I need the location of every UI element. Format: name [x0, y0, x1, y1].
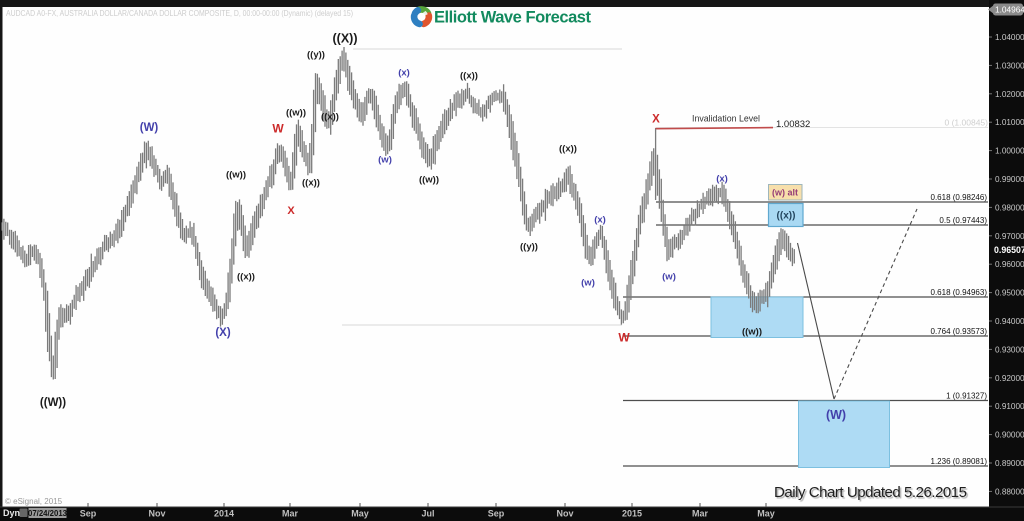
- svg-text:Jul: Jul: [421, 509, 434, 519]
- svg-text:1.04964: 1.04964: [995, 5, 1024, 15]
- svg-text:0.91000: 0.91000: [995, 402, 1024, 411]
- svg-text:© eSignal, 2015: © eSignal, 2015: [5, 497, 63, 506]
- svg-text:Nov: Nov: [556, 509, 573, 519]
- svg-text:1.00000: 1.00000: [995, 147, 1024, 156]
- svg-text:X: X: [287, 205, 295, 217]
- svg-text:((x)): ((x)): [302, 177, 320, 188]
- svg-text:X: X: [652, 114, 660, 126]
- svg-text:0.96000: 0.96000: [995, 260, 1024, 269]
- svg-text:W: W: [618, 330, 630, 344]
- svg-text:Sep: Sep: [488, 509, 505, 519]
- svg-text:1.04000: 1.04000: [995, 33, 1024, 42]
- svg-text:(W): (W): [826, 408, 846, 422]
- svg-text:(w): (w): [662, 271, 676, 282]
- svg-text:1.03000: 1.03000: [995, 61, 1024, 70]
- svg-text:(x): (x): [398, 67, 410, 78]
- svg-text:(w) alt: (w) alt: [772, 188, 798, 198]
- svg-text:2015: 2015: [622, 509, 642, 519]
- svg-text:0.97000: 0.97000: [995, 232, 1024, 241]
- svg-text:((x)): ((x)): [321, 111, 339, 122]
- svg-text:0.98000: 0.98000: [995, 203, 1024, 212]
- svg-text:(w): (w): [378, 154, 392, 165]
- svg-text:1.01000: 1.01000: [995, 118, 1024, 127]
- svg-text:(X): (X): [215, 327, 231, 339]
- svg-text:W: W: [272, 121, 284, 135]
- svg-text:0.90000: 0.90000: [995, 431, 1024, 440]
- svg-text:((W)): ((W)): [40, 397, 66, 409]
- svg-text:0.96507: 0.96507: [994, 245, 1024, 255]
- svg-text:Daily Chart Updated 5.26.2015: Daily Chart Updated 5.26.2015: [774, 484, 967, 501]
- svg-text:(w): (w): [581, 277, 595, 288]
- svg-text:Mar: Mar: [282, 509, 299, 519]
- svg-text:(x): (x): [594, 214, 606, 225]
- svg-text:0.92000: 0.92000: [995, 374, 1024, 383]
- svg-text:1.00832: 1.00832: [776, 119, 810, 130]
- svg-text:May: May: [757, 509, 775, 519]
- svg-text:((x)): ((x)): [460, 70, 478, 81]
- svg-text:2014: 2014: [214, 509, 234, 519]
- svg-text:((x)): ((x)): [777, 211, 796, 222]
- svg-text:((w)): ((w)): [226, 169, 246, 180]
- svg-text:0.5 (0.97443): 0.5 (0.97443): [939, 216, 987, 225]
- svg-text:0 (1.00845): 0 (1.00845): [945, 118, 989, 128]
- svg-text:0.618 (0.94963): 0.618 (0.94963): [931, 288, 988, 297]
- svg-text:May: May: [351, 509, 369, 519]
- svg-text:Invalidation Level: Invalidation Level: [692, 114, 760, 124]
- svg-text:((x)): ((x)): [237, 271, 255, 282]
- svg-text:1.236 (0.89081): 1.236 (0.89081): [931, 457, 988, 466]
- svg-text:07/24/2013: 07/24/2013: [28, 509, 68, 518]
- svg-text:AUDCAD A0-FX, AUSTRALIA DOLLAR: AUDCAD A0-FX, AUSTRALIA DOLLAR/CANADA DO…: [6, 8, 353, 18]
- svg-text:((w)): ((w)): [742, 326, 762, 337]
- svg-text:0.93000: 0.93000: [995, 345, 1024, 354]
- svg-text:0.88000: 0.88000: [995, 487, 1024, 496]
- svg-text:1.02000: 1.02000: [995, 90, 1024, 99]
- svg-text:((x)): ((x)): [559, 143, 577, 154]
- svg-text:(x): (x): [716, 173, 728, 184]
- svg-text:(W): (W): [140, 122, 159, 134]
- svg-text:Sep: Sep: [80, 509, 97, 519]
- svg-text:Nov: Nov: [148, 509, 165, 519]
- svg-text:((y)): ((y)): [520, 241, 538, 252]
- svg-text:((w)): ((w)): [286, 107, 306, 118]
- svg-text:Elliott Wave Forecast: Elliott Wave Forecast: [434, 9, 592, 27]
- svg-text:((X)): ((X)): [333, 32, 358, 46]
- svg-text:0.94000: 0.94000: [995, 317, 1024, 326]
- svg-text:0.95000: 0.95000: [995, 289, 1024, 298]
- svg-text:1 (0.91327): 1 (0.91327): [946, 392, 987, 401]
- svg-text:0.764 (0.93573): 0.764 (0.93573): [931, 327, 988, 336]
- svg-text:0.618 (0.98246): 0.618 (0.98246): [931, 193, 988, 202]
- svg-text:Dyn: Dyn: [3, 508, 20, 518]
- svg-text:0.99000: 0.99000: [995, 175, 1024, 184]
- svg-text:Mar: Mar: [692, 509, 709, 519]
- svg-text:0.89000: 0.89000: [995, 459, 1024, 468]
- svg-text:((w)): ((w)): [419, 174, 439, 185]
- svg-text:((y)): ((y)): [307, 49, 325, 60]
